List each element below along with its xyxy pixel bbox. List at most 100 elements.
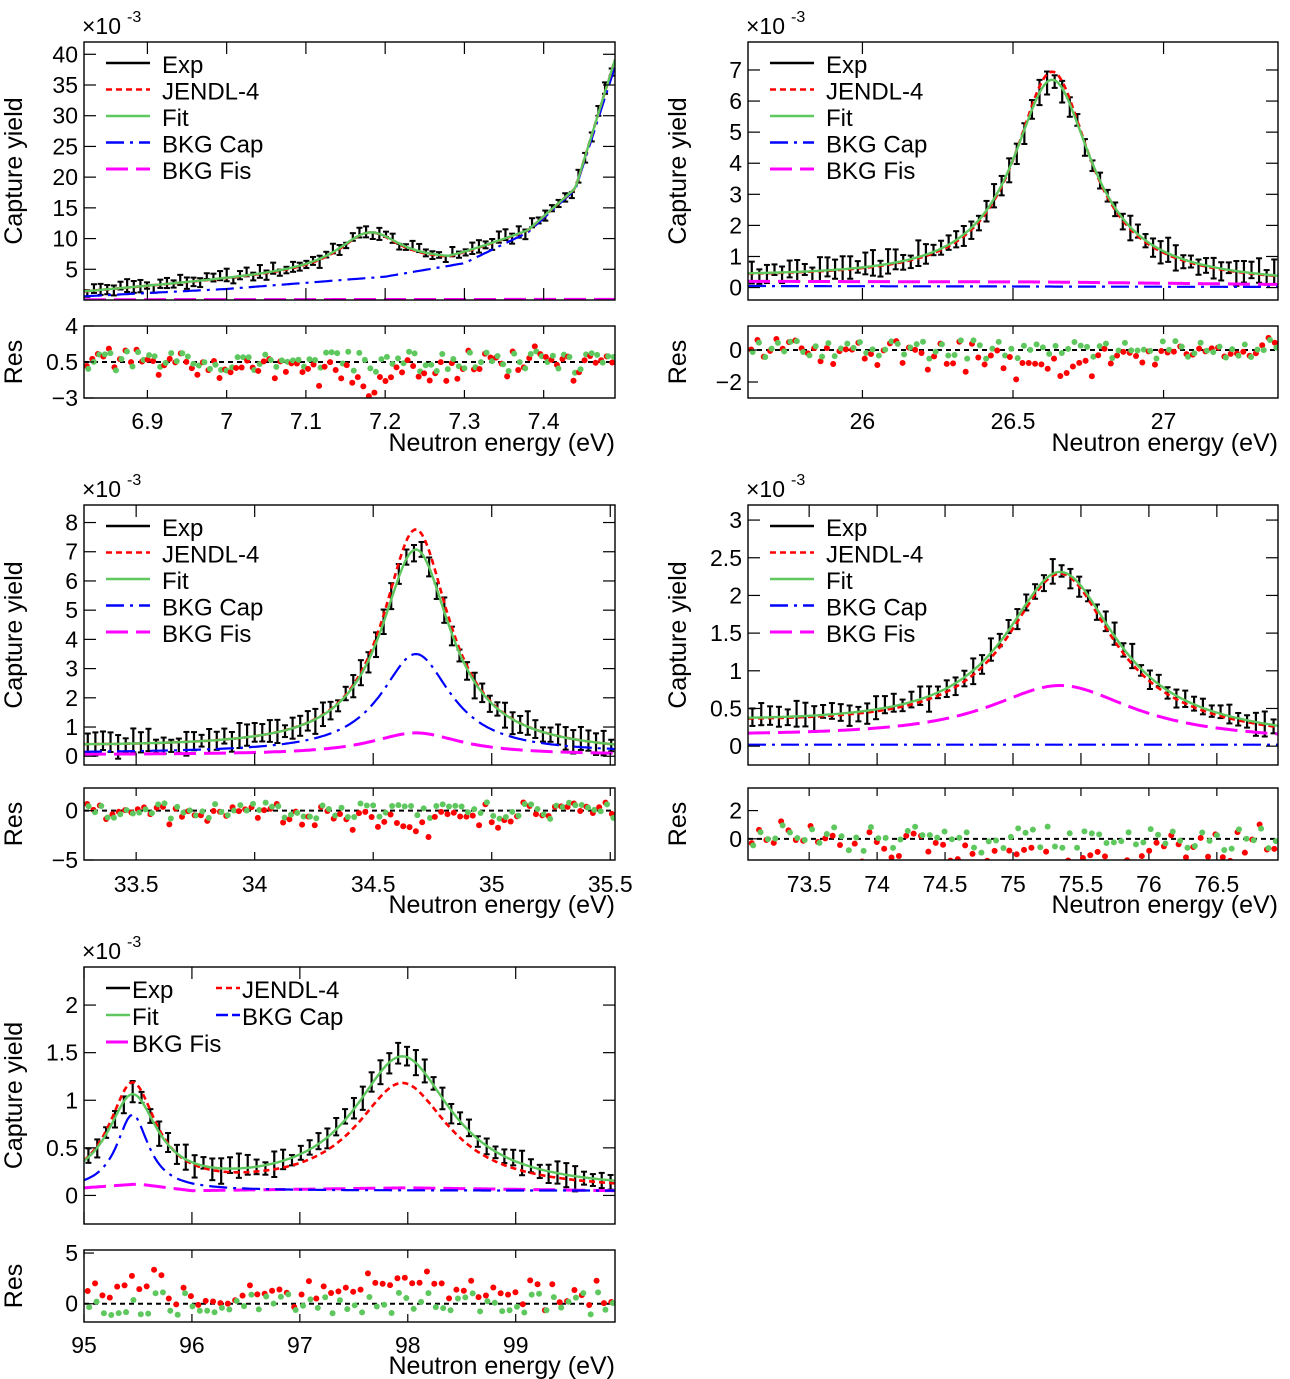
residual-jendl-point [1019, 360, 1026, 367]
residual-fit-point [129, 363, 136, 370]
res-tick-label: −3 [52, 385, 78, 411]
residual-fit-point [837, 345, 844, 352]
residual-jendl-point [475, 1294, 482, 1301]
residual-fit-point [823, 830, 830, 837]
residual-jendl-point [260, 358, 267, 365]
residual-jendl-point [106, 1294, 113, 1301]
x-tick-label: 26 [850, 408, 876, 434]
residual-fit-point [912, 823, 919, 830]
y-exponent-power: -3 [127, 472, 141, 489]
x-tick-label: 35.5 [588, 871, 633, 897]
residual-fit-point [241, 1303, 248, 1310]
residual-fit-point [578, 801, 585, 808]
residual-fit-point [243, 807, 250, 814]
res-tick-label: 0 [729, 337, 742, 363]
residual-plot-frame [83, 787, 616, 861]
y-tick-label: 3 [729, 507, 742, 533]
residual-fit-point [107, 350, 114, 357]
residual-jendl-point [92, 1280, 99, 1287]
residual-jendl-point [195, 1301, 202, 1308]
legend-entry: BKG Fis [162, 158, 251, 185]
residual-fit-point [366, 1294, 373, 1301]
y-tick-label: 3 [65, 656, 78, 682]
x-tick-label: 75 [1000, 871, 1026, 897]
residual-jendl-point [337, 811, 344, 818]
residual-fit-point [85, 365, 92, 372]
residual-fit-point [1140, 346, 1147, 353]
residual-fit-point [1184, 844, 1191, 851]
residual-fit-point [1007, 833, 1014, 840]
residual-fit-point [237, 802, 244, 809]
res-tick-label: 5 [65, 1240, 78, 1266]
residual-jendl-point [150, 358, 157, 365]
y-axis-title: Capture yield [0, 1022, 28, 1169]
residual-fit-point [231, 807, 238, 814]
residual-points [748, 334, 1278, 383]
residual-jendl-point [437, 359, 444, 366]
residual-fit-point [422, 362, 429, 369]
legend-entry: JENDL-4 [242, 977, 339, 1004]
residual-jendl-point [1107, 360, 1114, 367]
residual-fit-point [1020, 342, 1027, 349]
main-plot-frame [83, 504, 616, 766]
residual-jendl-point [1120, 348, 1127, 355]
x-tick-label: 74.5 [923, 871, 968, 897]
residual-fit-point [226, 1306, 233, 1313]
residual-fit-point [1153, 355, 1160, 362]
residual-jendl-point [991, 847, 998, 854]
residual-fit-point [853, 834, 860, 841]
residual-jendl-point [571, 1286, 578, 1293]
residual-points [84, 799, 615, 840]
residual-jendl-point [1241, 849, 1248, 856]
residual-fit-point [1235, 352, 1242, 359]
residual-fit-point [1191, 843, 1198, 850]
residual-jendl-point [830, 361, 837, 368]
residual-fit-point [351, 814, 358, 821]
residual-fit-point [489, 358, 496, 365]
residual-jendl-point [387, 1282, 394, 1289]
residual-fit-point [406, 348, 413, 355]
residual-fit-point [856, 339, 863, 346]
residual-jendl-point [311, 822, 318, 829]
legend-entry: JENDL-4 [826, 542, 923, 569]
residual-fit-point [536, 1290, 543, 1297]
residual-fit-point [505, 367, 512, 374]
residual-jendl-point [1117, 866, 1123, 872]
residual-fit-point [555, 365, 562, 372]
residual-jendl-point [861, 355, 868, 362]
y-tick-label: 2 [65, 992, 78, 1018]
residual-jendl-point [542, 353, 549, 360]
residual-fit-point [373, 1303, 380, 1310]
residual-jendl-point [443, 377, 450, 384]
residual-jendl-point [1271, 845, 1278, 852]
residual-fit-point [356, 349, 363, 356]
residual-fit-point [1177, 837, 1184, 844]
residual-jendl-point [374, 823, 381, 830]
residual-fit-point [506, 1307, 513, 1314]
residual-fit-point [863, 349, 870, 356]
residual-jendl-point [1151, 361, 1158, 368]
y-tick-label: 0 [729, 275, 742, 301]
residual-jendl-point [166, 821, 173, 828]
residual-fit-point [395, 355, 402, 362]
residual-fit-point [774, 339, 781, 346]
residual-jendl-point [224, 1300, 231, 1307]
residual-fit-point [432, 1304, 439, 1311]
residual-jendl-point [1087, 852, 1094, 859]
residual-jendl-point [381, 818, 388, 825]
residual-jendl-point [844, 860, 850, 866]
residual-fit-point [1115, 347, 1122, 354]
residual-jendl-point [121, 1282, 128, 1289]
residual-jendl-point [817, 358, 824, 365]
legend-entry: BKG Cap [826, 132, 927, 159]
residual-fit-point [500, 361, 507, 368]
residual-fit-point [439, 351, 446, 358]
residual-jendl-point [556, 1299, 563, 1306]
residual-jendl-point [180, 1284, 187, 1291]
residual-fit-point [277, 1293, 284, 1300]
x-axis-title: Neutron energy (eV) [1051, 891, 1278, 919]
residual-plot-frame [747, 787, 1279, 861]
residual-jendl-point [368, 814, 375, 821]
residual-fit-point [250, 800, 257, 807]
residual-fit-point [135, 349, 142, 356]
